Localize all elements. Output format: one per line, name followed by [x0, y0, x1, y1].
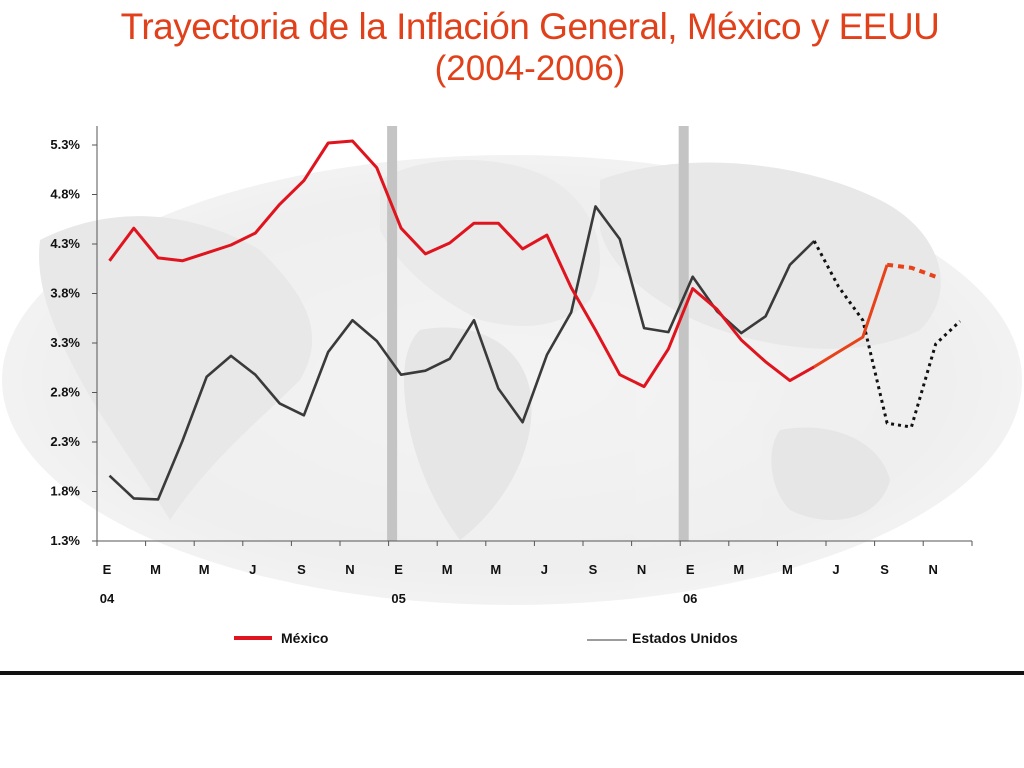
- bottom-divider-line: [0, 671, 1024, 675]
- legend: México Estados Unidos: [234, 630, 738, 646]
- y-tick-label: 2.3%: [50, 434, 80, 449]
- x-tick-label: M: [442, 562, 453, 577]
- x-tick-label: E: [686, 562, 695, 577]
- title-main: Trayectoria de la Inflación General, Méx…: [120, 6, 940, 47]
- x-tick-label: M: [150, 562, 161, 577]
- y-tick-label: 4.3%: [50, 236, 80, 251]
- x-tick-label: E: [103, 562, 112, 577]
- y-tick-label: 3.3%: [50, 335, 80, 350]
- x-tick-label: J: [832, 562, 839, 577]
- chart-title: Trayectoria de la Inflación General, Méx…: [120, 6, 940, 90]
- world-map-background: [2, 155, 1022, 605]
- x-tick-label: S: [297, 562, 306, 577]
- y-tick-label: 1.3%: [50, 533, 80, 548]
- series-line-estados-unidos-forecast: [812, 240, 962, 429]
- x-year-label: 05: [391, 591, 405, 606]
- plot-area: 5.3% 4.8% 4.3% 3.8% 3.3% 2.8% 2.3% 1.8% 1.3% E M M J…: [50, 126, 973, 606]
- legend-mexico-label: México: [281, 630, 328, 646]
- x-tick-label: J: [249, 562, 256, 577]
- series-line-estados-unidos: [108, 205, 816, 501]
- x-tick-label: N: [345, 562, 354, 577]
- x-tick-label: S: [589, 562, 598, 577]
- y-tick-label: 5.3%: [50, 137, 80, 152]
- x-tick-label: M: [733, 562, 744, 577]
- x-tick-label: M: [199, 562, 210, 577]
- title-sub: (2004-2006): [434, 49, 626, 88]
- year-divider-2: [678, 126, 689, 541]
- x-tick-label: N: [929, 562, 938, 577]
- x-year-label: 04: [100, 591, 115, 606]
- x-tick-label: N: [637, 562, 646, 577]
- y-tick-label: 4.8%: [50, 187, 80, 202]
- y-tick-label: 1.8%: [50, 484, 80, 499]
- x-tick-label: M: [490, 562, 501, 577]
- series-line-mexico: [108, 139, 815, 389]
- series-line-mexico-projection: [886, 262, 937, 279]
- x-tick-label: M: [782, 562, 793, 577]
- series-line-mexico-forecast: [813, 264, 889, 369]
- x-tick-label: J: [541, 562, 548, 577]
- year-divider-1: [387, 126, 398, 541]
- y-tick-label: 3.8%: [50, 286, 80, 301]
- x-tick-label: S: [880, 562, 889, 577]
- x-year-label: 06: [683, 591, 697, 606]
- legend-us-label: Estados Unidos: [632, 630, 738, 646]
- y-tick-label: 2.8%: [50, 385, 80, 400]
- x-tick-label: E: [394, 562, 403, 577]
